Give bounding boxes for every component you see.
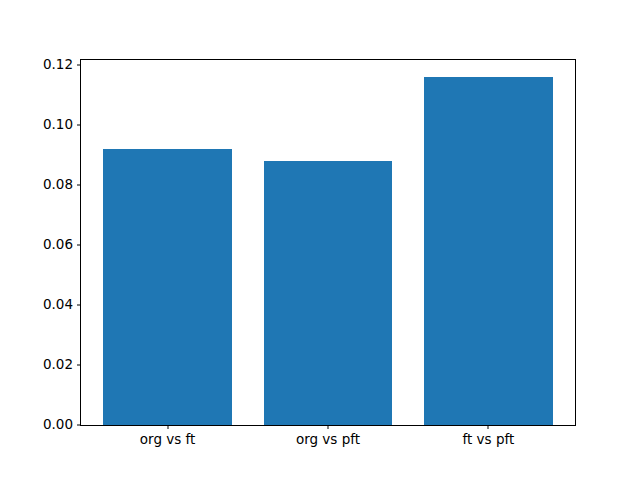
bar-org-vs-pft <box>264 161 392 425</box>
x-tick-label: org vs ft <box>140 433 196 447</box>
y-tick-mark <box>77 245 81 246</box>
y-tick-label: 0.12 <box>43 58 73 71</box>
y-tick-label: 0.08 <box>43 178 73 192</box>
x-tick-mark <box>167 425 168 429</box>
bar-org-vs-ft <box>103 149 231 425</box>
bar-ft-vs-pft <box>424 77 552 425</box>
x-tick-mark <box>328 425 329 429</box>
x-tick-mark <box>488 425 489 429</box>
y-tick-label: 0.06 <box>43 238 73 252</box>
y-tick-mark <box>77 185 81 186</box>
y-tick-label: 0.10 <box>43 118 73 132</box>
y-tick-label: 0.00 <box>43 418 73 432</box>
y-tick-mark <box>77 125 81 126</box>
x-tick-label: org vs pft <box>296 433 360 447</box>
plot-area: 0.000.020.040.060.080.100.12org vs ftorg… <box>80 59 576 426</box>
x-tick-label: ft vs pft <box>462 433 514 447</box>
y-tick-mark <box>77 305 81 306</box>
figure: 0.00 0.02 0.04 0.06 0.08 0.10 0.12 org vs ft org… <box>0 0 640 480</box>
y-tick-label: 0.04 <box>43 298 73 312</box>
y-tick-label: 0.02 <box>43 358 73 372</box>
y-tick-mark <box>77 65 81 66</box>
y-tick-mark <box>77 425 81 426</box>
y-tick-mark <box>77 365 81 366</box>
